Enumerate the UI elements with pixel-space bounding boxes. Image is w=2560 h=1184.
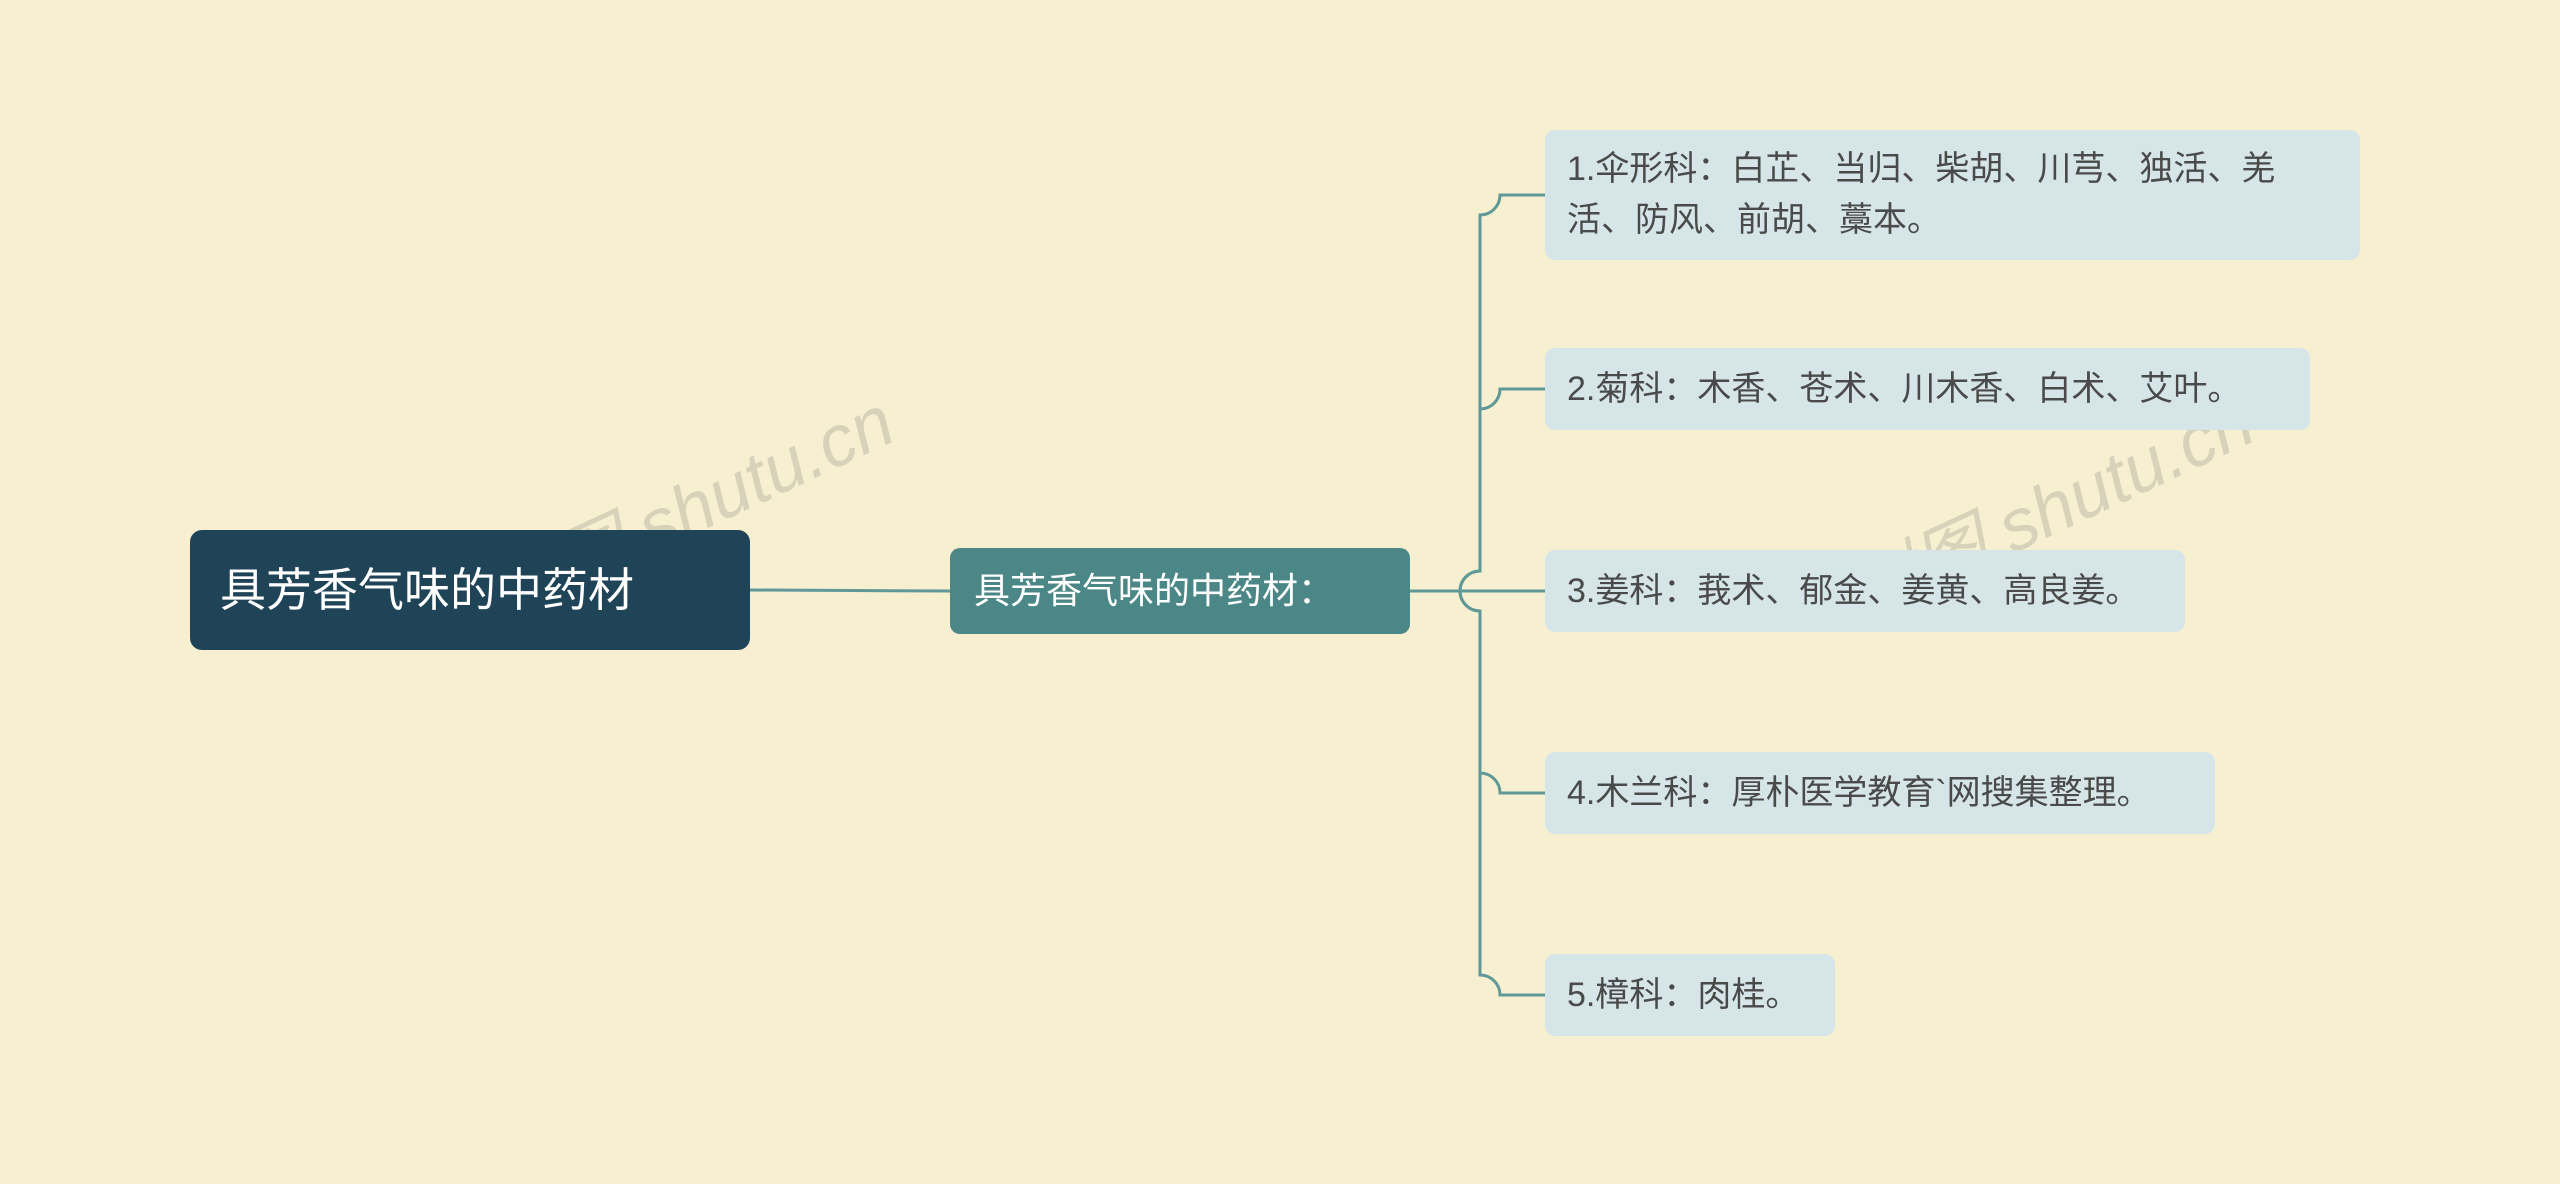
root-node[interactable]: 具芳香气味的中药材 [190,530,750,650]
leaf-node[interactable]: 4.木兰科：厚朴医学教育`网搜集整理。 [1545,752,2215,834]
leaf-node[interactable]: 3.姜科：莪术、郁金、姜黄、高良姜。 [1545,550,2185,632]
mindmap-canvas: 树图 shutu.cn 树图 shutu.cn 具芳香气味的中药材 具芳香气味的… [0,0,2560,1184]
leaf-node[interactable]: 5.樟科：肉桂。 [1545,954,1835,1036]
sub-node-label: 具芳香气味的中药材： [974,564,1334,618]
leaf-node[interactable]: 1.伞形科：白芷、当归、柴胡、川芎、独活、羌活、防风、前胡、藁本。 [1545,130,2360,260]
leaf-node-label: 3.姜科：莪术、郁金、姜黄、高良姜。 [1567,566,2139,617]
leaf-node-label: 5.樟科：肉桂。 [1567,970,1799,1021]
leaf-node-label: 1.伞形科：白芷、当归、柴胡、川芎、独活、羌活、防风、前胡、藁本。 [1567,144,2338,246]
leaf-node[interactable]: 2.菊科：木香、苍术、川木香、白术、艾叶。 [1545,348,2310,430]
leaf-node-label: 4.木兰科：厚朴医学教育`网搜集整理。 [1567,768,2151,819]
root-node-label: 具芳香气味的中药材 [220,556,634,625]
sub-node[interactable]: 具芳香气味的中药材： [950,548,1410,634]
leaf-node-label: 2.菊科：木香、苍术、川木香、白术、艾叶。 [1567,364,2241,415]
